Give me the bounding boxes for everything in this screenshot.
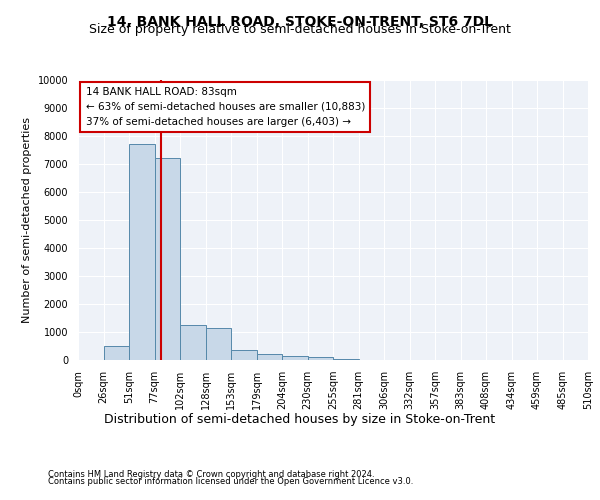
Bar (205, 328, 231, 360)
Bar (180, 325, 205, 360)
Text: Distribution of semi-detached houses by size in Stoke-on-Trent: Distribution of semi-detached houses by … (104, 412, 496, 426)
Text: Size of property relative to semi-detached houses in Stoke-on-Trent: Size of property relative to semi-detach… (89, 22, 511, 36)
Text: Contains HM Land Registry data © Crown copyright and database right 2024.: Contains HM Land Registry data © Crown c… (48, 470, 374, 479)
Bar (104, 346, 129, 360)
Bar (282, 356, 308, 360)
Bar (129, 144, 155, 360)
Y-axis label: Number of semi-detached properties: Number of semi-detached properties (22, 117, 32, 323)
Bar (231, 350, 257, 360)
Bar (155, 158, 180, 360)
Bar (308, 357, 333, 360)
Bar (333, 358, 359, 360)
Text: 14 BANK HALL ROAD: 83sqm
← 63% of semi-detached houses are smaller (10,883)
37% : 14 BANK HALL ROAD: 83sqm ← 63% of semi-d… (86, 87, 365, 126)
Bar (257, 354, 282, 360)
Text: Contains public sector information licensed under the Open Government Licence v3: Contains public sector information licen… (48, 478, 413, 486)
Text: 14, BANK HALL ROAD, STOKE-ON-TRENT, ST6 7DL: 14, BANK HALL ROAD, STOKE-ON-TRENT, ST6 … (107, 15, 493, 29)
